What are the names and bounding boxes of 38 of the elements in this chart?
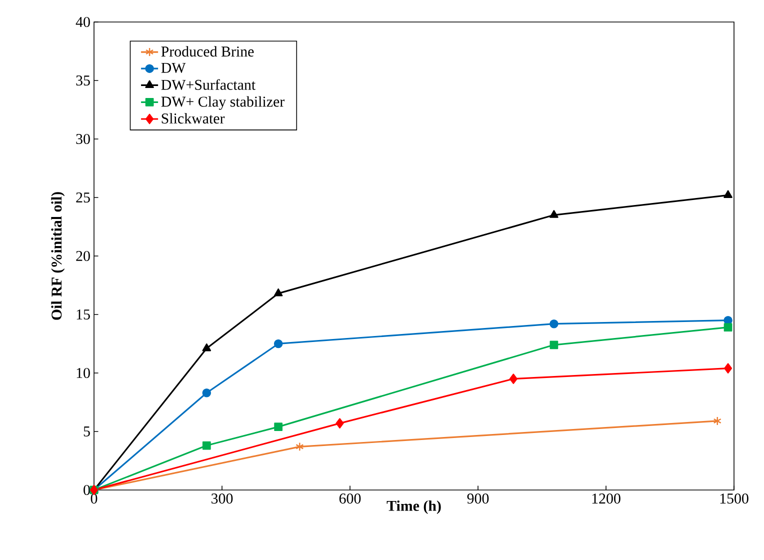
y-tick-label: 5 (84, 426, 90, 436)
point (336, 418, 344, 428)
point (202, 388, 212, 398)
point (274, 339, 283, 348)
point (550, 210, 558, 218)
legend-label: DW+Surfactant (161, 79, 256, 90)
x-tick-label: 1200 (592, 494, 620, 504)
legend-label: Slickwater (162, 113, 225, 124)
y-tick-label: 40 (76, 16, 90, 28)
point (550, 340, 558, 350)
legend-label: Produced Brine (161, 46, 254, 57)
point (550, 319, 558, 328)
y-tick-label: 30 (76, 134, 90, 144)
y-tick-label: 15 (76, 309, 90, 320)
y-tick-label: 20 (76, 250, 90, 262)
y-axis-title: Oil RF (%initial oil) (51, 192, 65, 320)
point (724, 190, 732, 198)
x-tick-label: 900 (467, 494, 489, 504)
point (202, 441, 211, 450)
x-tick-label: 0 (90, 494, 98, 504)
y-tick-label: 35 (76, 75, 90, 86)
point (202, 343, 212, 352)
point (713, 416, 722, 426)
point (724, 363, 732, 374)
x-tick-label: 300 (212, 494, 233, 504)
x-tick-label: 600 (339, 494, 361, 504)
x-axis-title: Time (h) (386, 500, 441, 514)
x-tick-label: 1500 (720, 494, 748, 504)
point (296, 442, 304, 452)
point (274, 422, 283, 431)
point (274, 288, 283, 296)
y-tick-label: 0 (84, 484, 90, 496)
point (724, 323, 732, 332)
y-tick-label: 25 (76, 192, 90, 202)
legend-label: DW+ Clay stabilizer (161, 96, 285, 110)
y-tick-label: 10 (76, 368, 90, 378)
legend-label: DW (161, 62, 186, 73)
point (509, 374, 518, 384)
